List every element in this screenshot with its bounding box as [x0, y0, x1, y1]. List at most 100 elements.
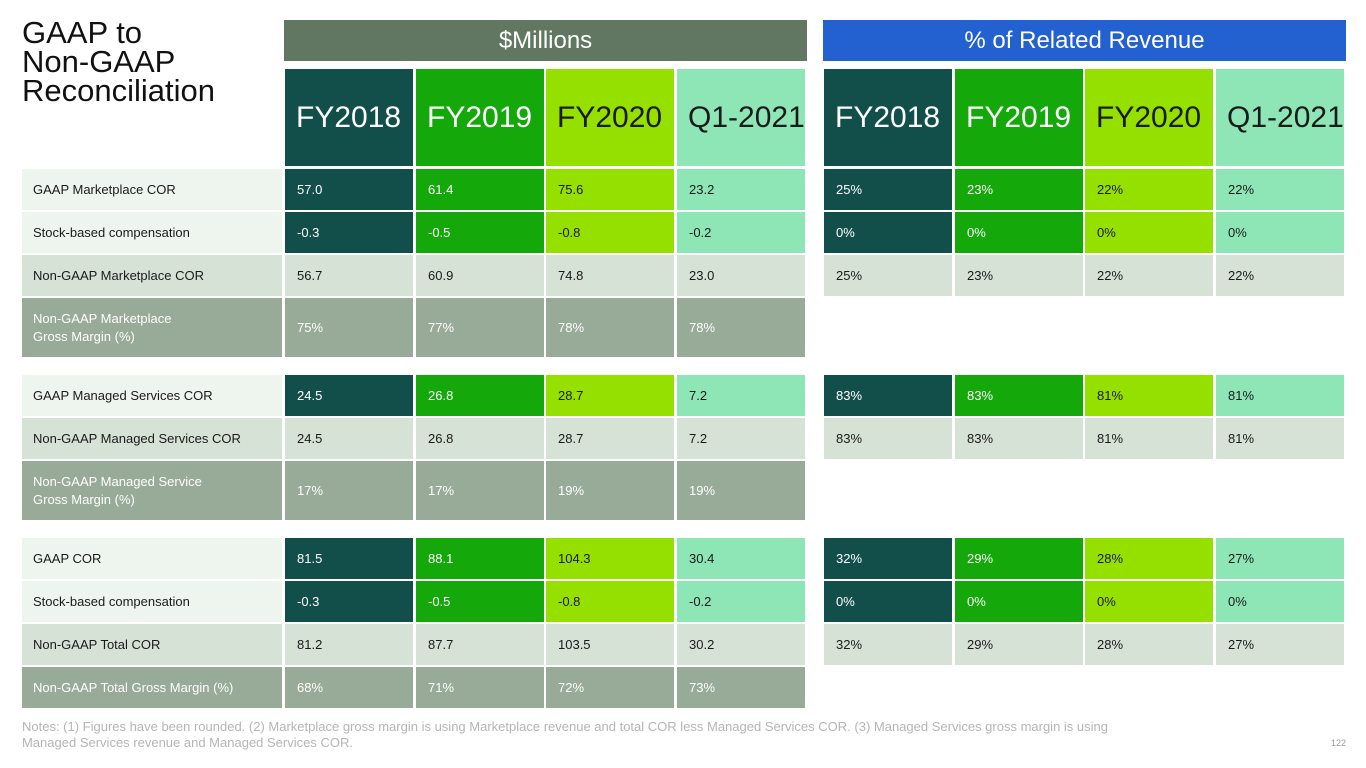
- cell-percent: 83%: [824, 375, 952, 416]
- cell-millions: 103.5: [546, 624, 674, 665]
- cell-percent: 81%: [1216, 375, 1344, 416]
- cell-percent: 0%: [955, 212, 1083, 253]
- cell-percent: 81%: [1085, 418, 1213, 459]
- cell-millions: -0.8: [546, 212, 674, 253]
- cell-millions: 56.7: [285, 255, 413, 296]
- cell-millions: 61.4: [416, 169, 544, 210]
- cell-percent: 28%: [1085, 538, 1213, 579]
- cell-millions: 30.4: [677, 538, 805, 579]
- row-label-non-gaap-managed-services-cor: Non-GAAP Managed Services COR: [22, 418, 282, 459]
- cell-millions: 88.1: [416, 538, 544, 579]
- cell-percent: 25%: [824, 169, 952, 210]
- cell-millions: 78%: [546, 298, 674, 357]
- row-label-non-gaap-total-gross-margin: Non-GAAP Total Gross Margin (%): [22, 667, 282, 708]
- cell-millions: 28.7: [546, 375, 674, 416]
- cell-percent: 29%: [955, 624, 1083, 665]
- cell-percent: 27%: [1216, 624, 1344, 665]
- cell-millions: 71%: [416, 667, 544, 708]
- cell-millions: 60.9: [416, 255, 544, 296]
- cell-millions: 75.6: [546, 169, 674, 210]
- percent-col-header-q1-2021: Q1-2021: [1216, 69, 1344, 166]
- cell-millions: -0.8: [546, 581, 674, 622]
- cell-percent: 0%: [955, 581, 1083, 622]
- cell-percent: 22%: [1216, 169, 1344, 210]
- cell-percent: 22%: [1085, 169, 1213, 210]
- cell-millions: 75%: [285, 298, 413, 357]
- cell-percent: 81%: [1085, 375, 1213, 416]
- cell-millions: 81.5: [285, 538, 413, 579]
- cell-millions: 74.8: [546, 255, 674, 296]
- cell-millions: 72%: [546, 667, 674, 708]
- cell-millions: 57.0: [285, 169, 413, 210]
- cell-percent: 29%: [955, 538, 1083, 579]
- page-number: 122: [1330, 738, 1346, 748]
- cell-millions: 30.2: [677, 624, 805, 665]
- cell-percent: 27%: [1216, 538, 1344, 579]
- cell-millions: 24.5: [285, 418, 413, 459]
- row-label-gaap-cor: GAAP COR: [22, 538, 282, 579]
- cell-millions: -0.3: [285, 581, 413, 622]
- cell-millions: 17%: [416, 461, 544, 520]
- cell-millions: 23.2: [677, 169, 805, 210]
- row-label-non-gaap-managed-service-gross-margin: Non-GAAP Managed Service Gross Margin (%…: [22, 461, 282, 520]
- cell-percent: 0%: [824, 581, 952, 622]
- cell-millions: 23.0: [677, 255, 805, 296]
- cell-percent: 22%: [1216, 255, 1344, 296]
- cell-percent: 28%: [1085, 624, 1213, 665]
- cell-percent: 83%: [955, 375, 1083, 416]
- cell-percent: 81%: [1216, 418, 1344, 459]
- page-title: GAAP to Non-GAAP Reconciliation: [22, 15, 215, 108]
- footnotes: Notes: (1) Figures have been rounded. (2…: [22, 719, 1108, 750]
- row-label-non-gaap-marketplace-gross-margin: Non-GAAP Marketplace Gross Margin (%): [22, 298, 282, 357]
- cell-percent: 23%: [955, 169, 1083, 210]
- cell-millions: -0.2: [677, 212, 805, 253]
- cell-millions: 73%: [677, 667, 805, 708]
- cell-millions: 26.8: [416, 375, 544, 416]
- cell-percent: 83%: [824, 418, 952, 459]
- row-label-non-gaap-marketplace-cor: Non-GAAP Marketplace COR: [22, 255, 282, 296]
- row-label-gaap-marketplace-cor: GAAP Marketplace COR: [22, 169, 282, 210]
- cell-millions: 77%: [416, 298, 544, 357]
- cell-millions: 87.7: [416, 624, 544, 665]
- millions-col-header-fy2019: FY2019: [416, 69, 544, 166]
- cell-millions: 7.2: [677, 375, 805, 416]
- cell-millions: 28.7: [546, 418, 674, 459]
- cell-millions: 104.3: [546, 538, 674, 579]
- percent-group-header: % of Related Revenue: [823, 20, 1346, 61]
- cell-millions: 78%: [677, 298, 805, 357]
- cell-percent: 0%: [1216, 581, 1344, 622]
- cell-millions: 26.8: [416, 418, 544, 459]
- cell-percent: 25%: [824, 255, 952, 296]
- cell-percent: 32%: [824, 538, 952, 579]
- cell-millions: -0.2: [677, 581, 805, 622]
- percent-col-header-fy2019: FY2019: [955, 69, 1083, 166]
- cell-percent: 0%: [1085, 581, 1213, 622]
- millions-group-header: $Millions: [284, 20, 807, 61]
- millions-col-header-q1-2021: Q1-2021: [677, 69, 805, 166]
- cell-millions: -0.5: [416, 581, 544, 622]
- cell-percent: 0%: [1216, 212, 1344, 253]
- cell-millions: 19%: [677, 461, 805, 520]
- cell-millions: 24.5: [285, 375, 413, 416]
- cell-millions: 68%: [285, 667, 413, 708]
- cell-percent: 0%: [1085, 212, 1213, 253]
- cell-millions: 7.2: [677, 418, 805, 459]
- cell-millions: -0.3: [285, 212, 413, 253]
- cell-millions: 19%: [546, 461, 674, 520]
- percent-col-header-fy2018: FY2018: [824, 69, 952, 166]
- millions-col-header-fy2018: FY2018: [285, 69, 413, 166]
- cell-millions: 17%: [285, 461, 413, 520]
- row-label-gaap-managed-services-cor: GAAP Managed Services COR: [22, 375, 282, 416]
- row-label-non-gaap-total-cor: Non-GAAP Total COR: [22, 624, 282, 665]
- cell-millions: -0.5: [416, 212, 544, 253]
- percent-col-header-fy2020: FY2020: [1085, 69, 1213, 166]
- millions-col-header-fy2020: FY2020: [546, 69, 674, 166]
- cell-percent: 22%: [1085, 255, 1213, 296]
- cell-percent: 32%: [824, 624, 952, 665]
- cell-percent: 0%: [824, 212, 952, 253]
- cell-percent: 83%: [955, 418, 1083, 459]
- cell-percent: 23%: [955, 255, 1083, 296]
- cell-millions: 81.2: [285, 624, 413, 665]
- row-label-stock-based-compensation: Stock-based compensation: [22, 212, 282, 253]
- row-label-stock-based-compensation: Stock-based compensation: [22, 581, 282, 622]
